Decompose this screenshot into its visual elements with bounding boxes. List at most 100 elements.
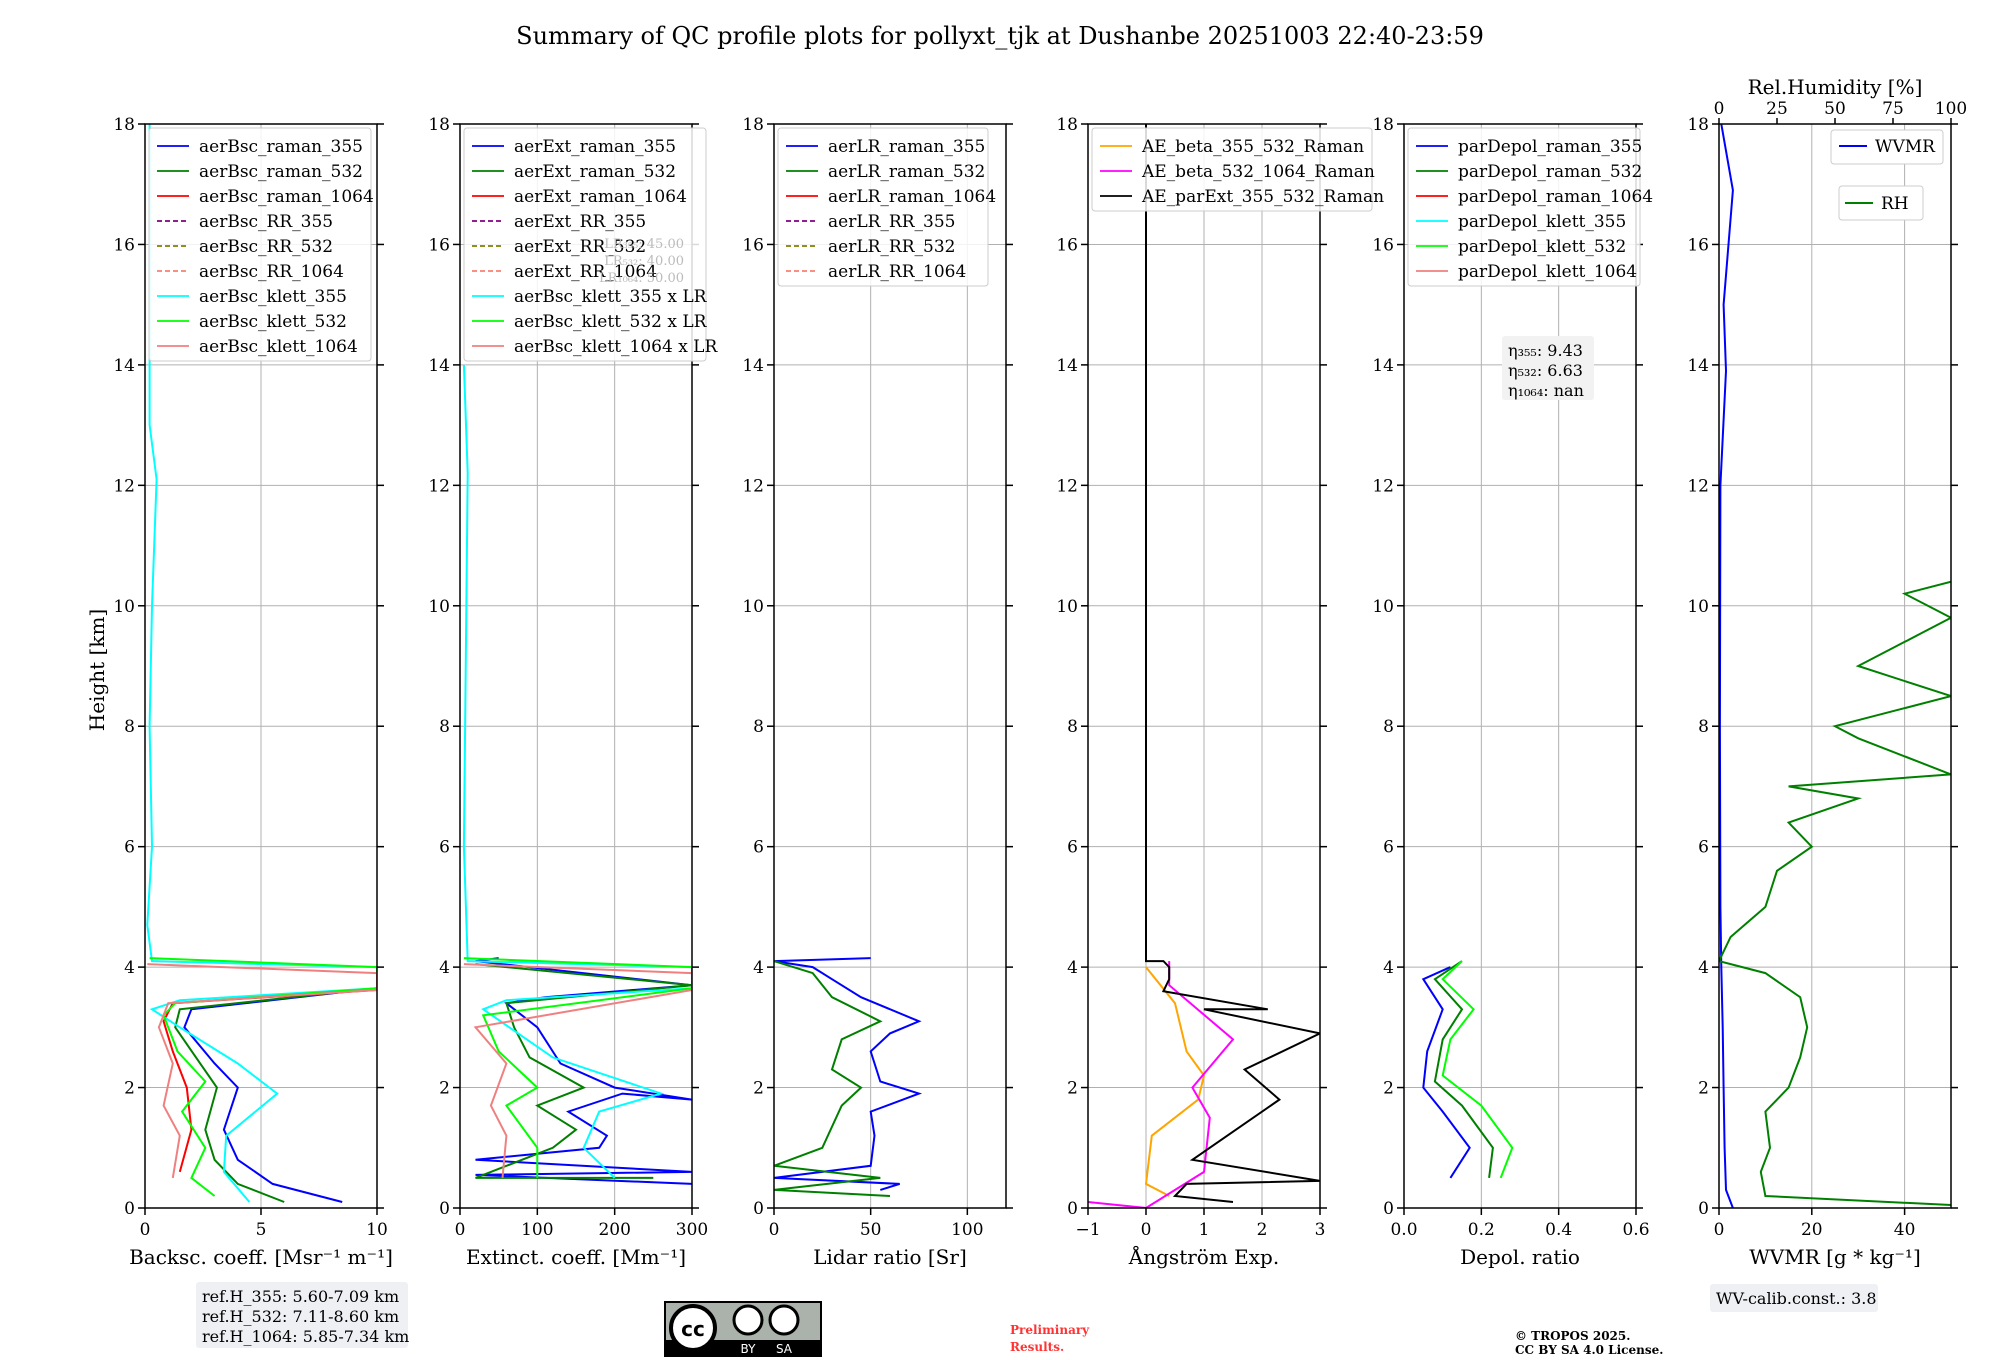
legend-entry: aerLR_RR_532: [828, 237, 955, 257]
legend-entry: aerBsc_RR_532: [199, 237, 333, 257]
y-tick-label: 2: [439, 1079, 450, 1099]
y-tick-label: 18: [1687, 115, 1709, 135]
legend-entry: aerBsc_klett_532: [199, 312, 347, 332]
y-tick-label: 4: [753, 958, 764, 978]
x-axis-label: Backsc. coeff. [Msr⁻¹ m⁻¹]: [129, 1245, 393, 1269]
series-AE_beta_355_532_Raman: [1144, 966, 1206, 1197]
legend-entry: aerBsc_raman_355: [199, 137, 363, 157]
series-parDepol_raman_532: [1433, 960, 1494, 1179]
panel-depol: 0 2 4 6 8 10 12 14 16 18 0.0 0.2 0.4 0.6 Depol. ratio p…: [1372, 115, 1653, 1269]
axes-frame: [1403, 123, 1637, 1209]
legend-entry: AE_beta_532_1064_Raman: [1141, 162, 1375, 182]
reference-height-box: ref.H_355: 5.60-7.09 km ref.H_532: 7.11-…: [196, 1282, 409, 1348]
y-tick-label: 2: [753, 1079, 764, 1099]
y-tick-label: 8: [1383, 717, 1394, 737]
axes-frame: [459, 123, 693, 1209]
series-WVMR: [1719, 124, 1734, 1208]
y-tick-label: 14: [1372, 356, 1394, 376]
y-tick-label: 18: [1056, 115, 1078, 135]
x-tick-label: 0.0: [1390, 1220, 1417, 1240]
y-tick-label: 6: [1383, 838, 1394, 858]
legend: aerExt_raman_355 aerExt_raman_532 aerExt_r…: [463, 127, 718, 362]
y-tick-label: 10: [1687, 597, 1709, 617]
y-tick-label: 14: [428, 356, 450, 376]
series-RH: [1719, 580, 1951, 1206]
x-tick-label: 3: [1315, 1220, 1326, 1240]
legend-entry: parDepol_klett_355: [1458, 212, 1626, 232]
x-tick-label: 1: [1199, 1220, 1210, 1240]
legend: aerLR_raman_355 aerLR_raman_532 aerLR_rama…: [777, 127, 996, 287]
legend-entry: aerLR_RR_1064: [828, 262, 966, 282]
series-aerBsc_klett_355 x LR: [462, 364, 692, 1179]
axes-frame: [773, 123, 1007, 1209]
by-icon: [732, 1304, 764, 1336]
y-tick-label: 12: [1056, 476, 1078, 496]
x-tick-label: 50: [860, 1220, 882, 1240]
series-group: [1719, 124, 1951, 1208]
y-tick-label: 0: [124, 1199, 135, 1219]
x-tick-label: 20: [1801, 1220, 1823, 1240]
series-aerLR_raman_532: [774, 960, 891, 1197]
y-tick-label: 18: [742, 115, 764, 135]
y-tick-label: 12: [428, 476, 450, 496]
wv-calib-box: WV-calib.const.: 3.8: [1710, 1284, 1878, 1312]
sa-text: SA: [776, 1342, 793, 1356]
x-tick-label: 40: [1894, 1220, 1916, 1240]
y-tick-label: 6: [439, 838, 450, 858]
y-tick-label: 10: [1056, 597, 1078, 617]
ref-height-1064: ref.H_1064: 5.85-7.34 km: [202, 1327, 409, 1346]
y-tick-label: 14: [1687, 356, 1709, 376]
y-tick-label: 0: [753, 1199, 764, 1219]
y-tick-label: 16: [1056, 235, 1078, 255]
legend-entry: aerBsc_RR_355: [199, 212, 333, 232]
y-tick-label: 10: [742, 597, 764, 617]
series-aerBsc_klett_1064 x LR: [463, 963, 692, 1178]
wv-calib-text: WV-calib.const.: 3.8: [1716, 1289, 1877, 1308]
legend-entry: aerExt_RR_1064: [514, 262, 657, 282]
y-tick-label: 12: [742, 476, 764, 496]
ref-height-532: ref.H_532: 7.11-8.60 km: [202, 1307, 399, 1326]
panel-ext: 0 2 4 6 8 10 12 14 16 18 0 100 200 300 Extinct. coeff.…: [428, 115, 718, 1269]
y-tick-label: 18: [113, 115, 135, 135]
y-tick-label: 8: [753, 717, 764, 737]
y-tick-label: 6: [1698, 838, 1709, 858]
x-axis-label: Extinct. coeff. [Mm⁻¹]: [466, 1245, 686, 1269]
axes-frame: [1087, 123, 1321, 1209]
legend-entry: RH: [1881, 194, 1909, 214]
y-tick-label: 14: [742, 356, 764, 376]
legend-entry: aerBsc_RR_1064: [199, 262, 344, 282]
x-tick-label: 0.6: [1622, 1220, 1649, 1240]
legend-entry: parDepol_raman_1064: [1458, 187, 1653, 207]
series-group: [774, 957, 923, 1197]
series-aerBsc_klett_1064: [147, 963, 377, 1179]
x-tick-label: 0.2: [1468, 1220, 1495, 1240]
cc-text: cc: [681, 1317, 705, 1341]
legend: WVMR RH: [1830, 129, 1944, 221]
sa-icon: [768, 1304, 800, 1336]
legend-entry: aerExt_RR_532: [514, 237, 646, 257]
y-tick-label: 18: [1372, 115, 1394, 135]
series-parDepol_raman_355: [1421, 966, 1471, 1179]
series-aerBsc_raman_532: [174, 987, 377, 1203]
series-parDepol_klett_532: [1441, 960, 1514, 1179]
series-aerBsc_klett_532 x LR: [463, 957, 692, 1178]
y-tick-label: 16: [113, 235, 135, 255]
figure-title: Summary of QC profile plots for pollyxt_…: [516, 22, 1484, 50]
y-tick-label: 16: [742, 235, 764, 255]
x-tick-label: 0.4: [1545, 1220, 1572, 1240]
series-aerLR_raman_355: [774, 957, 923, 1191]
legend-entry: aerLR_raman_532: [828, 162, 985, 182]
y-tick-label: 10: [428, 597, 450, 617]
legend-entry: aerBsc_klett_355 x LR: [514, 287, 708, 307]
y-tick-label: 4: [1067, 958, 1078, 978]
y-tick-label: 4: [1698, 958, 1709, 978]
lidar-ratio-note: LR₃₅₅: 45.00: [604, 237, 684, 252]
y-tick-label: 0: [1698, 1199, 1709, 1219]
legend-entry: parDepol_raman_355: [1458, 137, 1642, 157]
legend-entry: aerExt_raman_355: [514, 137, 676, 157]
legend-entry: AE_parExt_355_532_Raman: [1141, 187, 1384, 207]
series-aerBsc_raman_355: [183, 987, 377, 1203]
y-tick-label: 12: [113, 476, 135, 496]
